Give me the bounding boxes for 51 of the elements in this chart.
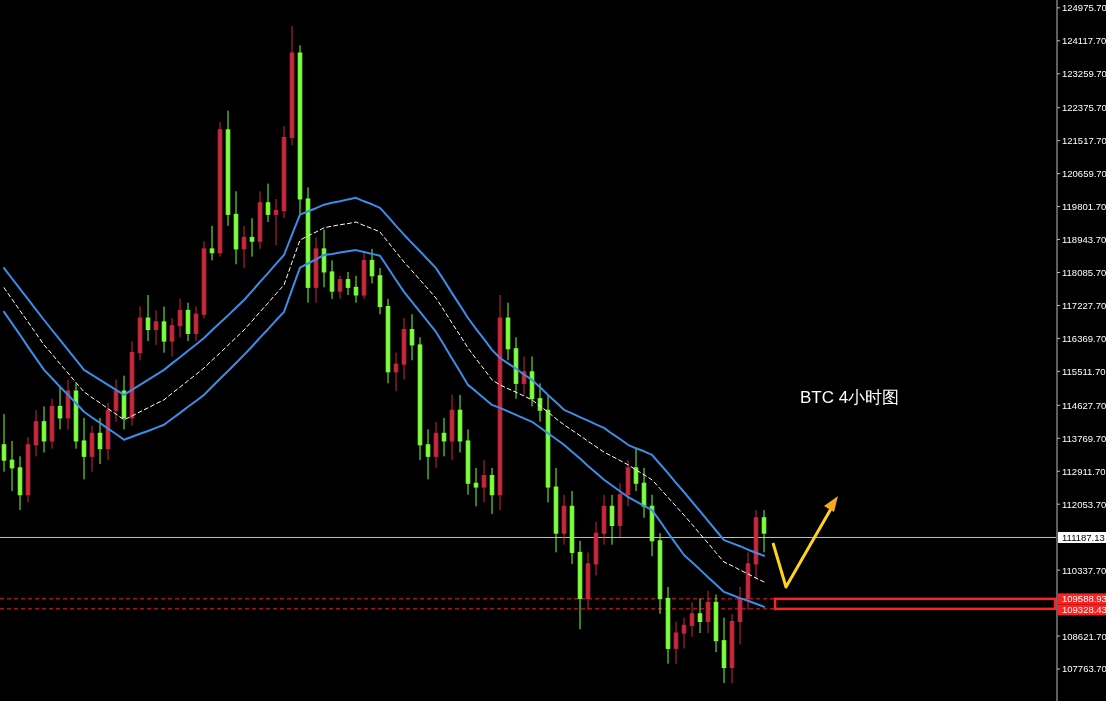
- candlestick: [57, 386, 63, 430]
- ref-line-label: 109328.43: [1062, 604, 1106, 616]
- candlestick: [353, 275, 359, 304]
- annotation: BTC 4小时图: [800, 388, 900, 407]
- candlestick: [425, 428, 431, 480]
- y-tick-label: 113769.70: [1062, 432, 1106, 444]
- candlestick: [337, 275, 343, 300]
- candlestick: [393, 352, 399, 392]
- y-tick-label: 108621.70: [1062, 630, 1106, 642]
- candlestick: [241, 225, 247, 269]
- ref-line-label: 111187.13: [1062, 531, 1105, 543]
- y-tick-label: 124975.70: [1062, 2, 1106, 14]
- candlestick: [481, 459, 487, 503]
- candlestick: [209, 225, 215, 261]
- candlestick: [697, 597, 703, 634]
- y-tick-label: 117227.70: [1062, 299, 1106, 311]
- y-tick-label: 118943.70: [1062, 234, 1106, 246]
- candlestick: [169, 317, 175, 357]
- y-tick-label: 107763.70: [1062, 663, 1106, 675]
- candlestick: [673, 620, 679, 665]
- candlestick: [473, 467, 479, 507]
- y-tick-label: 122375.70: [1062, 102, 1106, 114]
- y-tick-label: 119801.70: [1062, 201, 1106, 213]
- y-tick-label: 121517.70: [1062, 135, 1106, 147]
- y-tick-label: 123259.70: [1062, 68, 1106, 80]
- ref-line-label: 109588.93: [1062, 593, 1106, 605]
- candlestick: [1, 413, 7, 473]
- candlestick: [249, 217, 255, 258]
- y-tick-label: 124117.70: [1062, 35, 1106, 47]
- candlestick: [273, 198, 279, 246]
- candlestick: [153, 309, 159, 346]
- y-tick-label: 110337.70: [1062, 564, 1106, 576]
- candlestick: [145, 294, 151, 342]
- candlestick: [41, 405, 47, 453]
- candlestick: [441, 417, 447, 457]
- y-tick-label: 112053.70: [1062, 498, 1106, 510]
- y-tick-label: 118085.70: [1062, 267, 1106, 278]
- candlestick: [345, 271, 351, 296]
- y-tick-label: 114627.70: [1062, 399, 1106, 411]
- y-tick-label: 116369.70: [1062, 332, 1106, 344]
- candlestick: [761, 509, 767, 553]
- candlestick: [329, 259, 335, 300]
- candlestick: [265, 183, 271, 223]
- candlestick: [161, 306, 167, 354]
- y-tick-label: 115511.70: [1062, 365, 1106, 377]
- candlestick: [689, 601, 695, 638]
- candlestick: [409, 313, 415, 361]
- candlestick: [681, 617, 687, 649]
- candlestick: [81, 417, 87, 480]
- y-tick-label: 120659.70: [1062, 168, 1106, 180]
- y-tick-label: 112911.70: [1062, 465, 1106, 477]
